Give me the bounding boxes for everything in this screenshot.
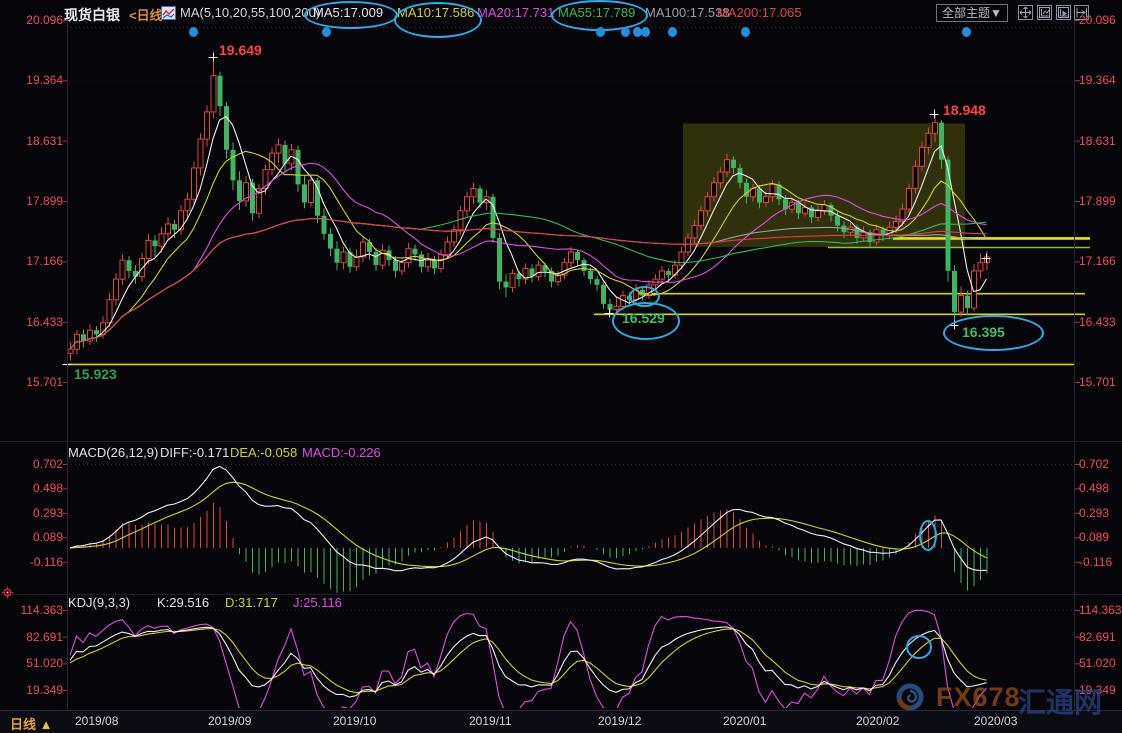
ma-legend-item[interactable]: MA20:17.731: [477, 5, 555, 20]
y-axis-tick: 114.363: [20, 603, 64, 617]
period-tag: <日线>: [129, 8, 171, 23]
annotation-dot: [621, 27, 630, 37]
y-axis-tick: 19.364: [1079, 73, 1116, 88]
macd-macd-readout: MACD:-0.226: [302, 445, 381, 460]
x-axis-label: 2019/11: [469, 714, 512, 728]
y-axis-tick: 0.293: [32, 505, 63, 520]
annotation-dot: [633, 27, 642, 37]
pane-split-icon[interactable]: [1056, 5, 1071, 20]
y-axis-tick: 82.691: [26, 629, 63, 644]
symbol-title: 现货白银: [64, 7, 120, 23]
y-axis-tick: 19.349: [1079, 683, 1116, 698]
kdj-k-readout: K:29.516: [157, 595, 210, 610]
y-axis-tick: 0.089: [1079, 530, 1110, 545]
y-axis-tick: 82.691: [1079, 629, 1116, 644]
y-axis-tick: 0.498: [1079, 481, 1110, 496]
circle-low-16395: [943, 315, 1044, 351]
circle-ma10-readout: [394, 2, 482, 38]
annotation-dot: [189, 27, 198, 37]
macd-dea-readout: DEA:-0.058: [230, 445, 298, 460]
x-axis-label: 2019/09: [208, 714, 252, 728]
y-axis-tick: 0.702: [32, 457, 63, 471]
y-axis-tick: 51.020: [26, 656, 63, 671]
y-axis-tick: 0.702: [1079, 457, 1110, 471]
y-axis-tick: 0.293: [1079, 505, 1110, 520]
circle-ma5-readout: [304, 1, 398, 29]
annotation-dot: [641, 27, 650, 37]
y-axis-tick: 17.166: [26, 254, 63, 269]
theme-dropdown[interactable]: 全部主题▼: [936, 4, 1008, 22]
y-axis-tick: 17.166: [1079, 254, 1116, 269]
watermark-site: 汇通网: [1018, 687, 1103, 718]
y-axis-tick: -0.116: [1079, 554, 1113, 569]
y-axis-tick: 16.433: [1079, 314, 1116, 329]
peak-price-label-1: 19.649: [219, 42, 262, 58]
indicator-settings-icon[interactable]: [1, 586, 14, 604]
pan-icon[interactable]: [1018, 5, 1033, 20]
period-selector[interactable]: 日线 ▲: [10, 717, 53, 732]
y-axis-tick: 18.631: [1079, 133, 1116, 148]
y-axis-tick: 18.631: [26, 133, 63, 148]
y-axis-tick: 19.349: [26, 683, 63, 698]
annotation-dot: [962, 27, 971, 37]
y-axis-tick: 20.096: [1079, 13, 1116, 27]
kline-chart-icon[interactable]: [161, 6, 176, 25]
y-axis-tick: 17.899: [26, 193, 63, 208]
peak-price-label-2: 18.948: [943, 102, 986, 118]
macd-params-label[interactable]: MACD(26,12,9): [68, 445, 159, 460]
ma-settings-label[interactable]: MA(5,10,20,55,100,200): [180, 5, 321, 20]
pane-layout-icon[interactable]: [1037, 5, 1052, 20]
x-axis-label: 2019/12: [598, 714, 642, 728]
y-axis-tick: 0.498: [32, 481, 63, 496]
kdj-d-readout: D:31.717: [225, 595, 278, 610]
x-axis-label: 2019/10: [333, 714, 377, 728]
y-axis-tick: 15.701: [26, 375, 63, 390]
y-axis-tick: 17.899: [1079, 193, 1116, 208]
x-axis-label: 2020/02: [856, 714, 900, 728]
y-axis-tick: -0.116: [29, 554, 63, 569]
annotation-dot: [741, 27, 750, 37]
y-axis-tick: 20.096: [26, 13, 63, 27]
kdj-params-label[interactable]: KDJ(9,3,3): [68, 595, 131, 610]
collapse-pane-icon[interactable]: [1074, 5, 1089, 20]
macd-diff-readout: DIFF:-0.171: [160, 445, 230, 460]
y-axis-tick: 51.020: [1079, 656, 1116, 671]
circle-macd-cross: [919, 520, 937, 551]
ma-legend-item[interactable]: MA100:17.538: [645, 5, 730, 20]
triangle-up-icon: ▲: [39, 717, 53, 732]
x-axis-label: 2019/08: [75, 714, 119, 728]
x-axis-label: 2020/03: [974, 714, 1018, 728]
y-axis-tick: 15.701: [1079, 375, 1116, 390]
circle-low-16529: [612, 302, 680, 340]
fx678-spiral-logo: [896, 683, 924, 716]
y-axis-tick: 0.089: [32, 530, 63, 545]
support-price-label: 15.923: [74, 366, 117, 382]
y-axis-tick: 19.364: [26, 73, 63, 88]
annotation-dot: [322, 27, 331, 37]
kdj-j-readout: J:25.116: [293, 595, 342, 610]
annotation-dot: [596, 27, 605, 37]
circle-kdj-cross: [906, 635, 932, 659]
watermark-brand: FX678: [936, 682, 1021, 712]
y-axis-tick: 114.363: [1079, 603, 1122, 617]
ma-legend-item[interactable]: MA200:17.065: [717, 5, 802, 20]
x-axis-label: 2020/01: [723, 714, 767, 728]
annotation-dot: [668, 27, 677, 37]
y-axis-tick: 16.433: [26, 314, 63, 329]
